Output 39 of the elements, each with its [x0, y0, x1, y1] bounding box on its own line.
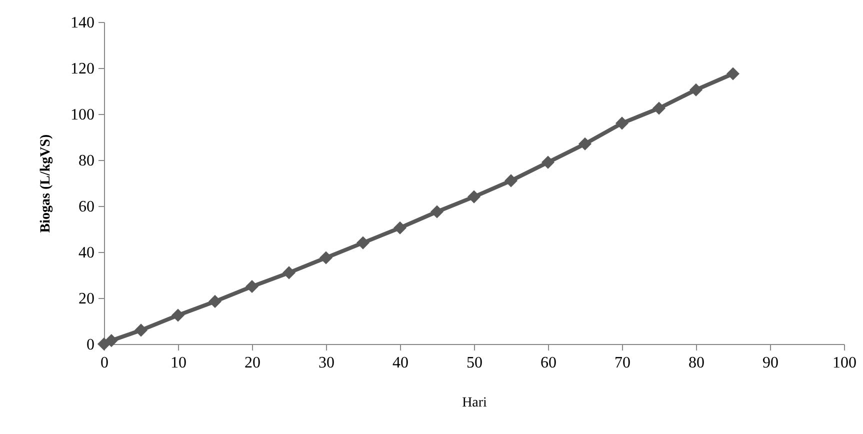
- x-tick-label: 70: [614, 354, 630, 372]
- x-tick-label: 40: [392, 354, 408, 372]
- point: [430, 205, 444, 218]
- point: [134, 324, 148, 337]
- point: [578, 137, 592, 150]
- point: [319, 251, 333, 264]
- point: [104, 334, 118, 348]
- point: [652, 102, 666, 115]
- y-tick-label: 40: [78, 244, 94, 262]
- x-tick-label: 80: [688, 354, 704, 372]
- point: [208, 294, 222, 308]
- point: [541, 156, 555, 169]
- point: [467, 190, 481, 204]
- y-tick-label: 120: [70, 60, 94, 78]
- x-tick-label: 10: [170, 354, 186, 372]
- point: [245, 280, 259, 294]
- x-tick-label: 50: [466, 354, 482, 372]
- y-tick-label: 140: [70, 14, 94, 32]
- x-tick-label: 30: [318, 354, 334, 372]
- x-tick-label: 0: [100, 354, 108, 372]
- x-tick-label: 90: [762, 354, 778, 372]
- point: [615, 116, 629, 130]
- point: [393, 221, 407, 234]
- point: [171, 308, 185, 322]
- x-tick-label: 20: [244, 354, 260, 372]
- y-tick-label: 60: [78, 198, 94, 216]
- point: [726, 67, 740, 80]
- y-tick-label: 0: [86, 336, 94, 354]
- x-axis-title: Hari: [462, 396, 488, 410]
- point: [282, 266, 296, 280]
- point: [689, 83, 703, 96]
- x-tick-label: 60: [540, 354, 556, 372]
- point: [356, 236, 370, 250]
- y-axis-title: Biogas (L/kgVS): [38, 134, 54, 233]
- y-tick-label: 100: [70, 106, 94, 124]
- y-tick-label: 20: [78, 290, 94, 308]
- x-tick-label: 100: [832, 354, 856, 372]
- point: [504, 174, 518, 188]
- y-tick-label: 80: [78, 152, 94, 170]
